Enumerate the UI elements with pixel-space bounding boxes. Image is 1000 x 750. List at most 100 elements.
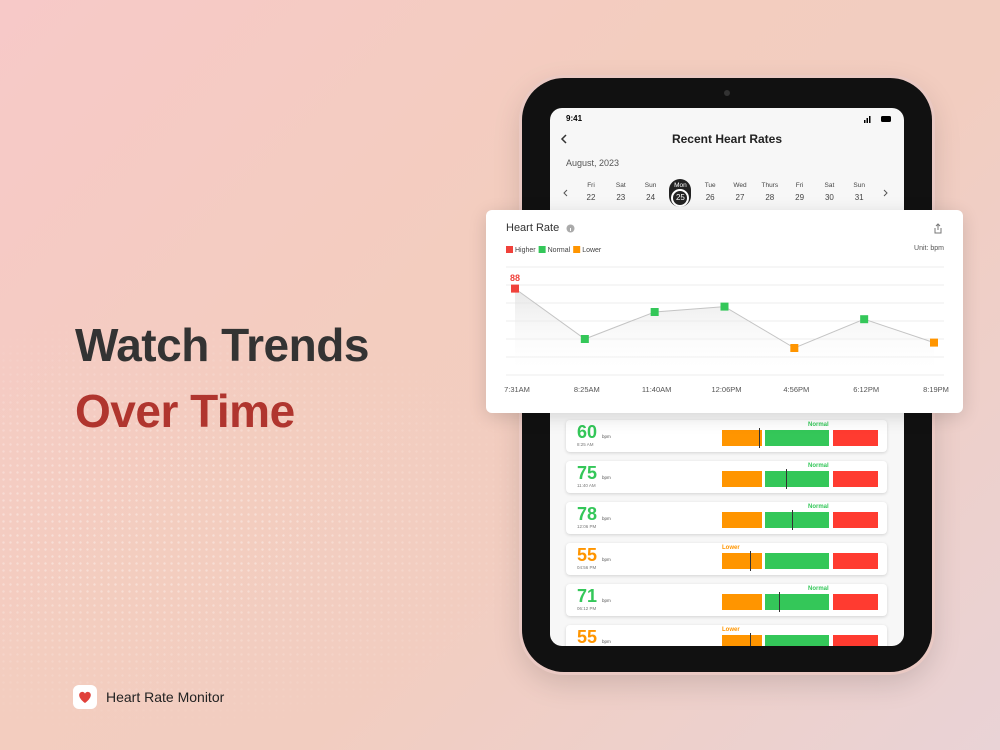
point (930, 338, 938, 347)
reading-row: 75 bpm 11:40 AM Normal (566, 461, 887, 493)
weekday: Tue (704, 182, 716, 189)
reading-value: 78 (577, 504, 598, 524)
point (580, 335, 589, 343)
reading-value: 71 (577, 586, 598, 606)
reading-status: Lower (722, 545, 740, 551)
chart-card: Heart Rate Unit: bpm Higher Normal Lower 7:… (486, 210, 963, 413)
x-tick-label: 4:56PM (783, 385, 809, 394)
reading-status: Normal (808, 586, 829, 592)
reading-status: Lower (722, 627, 740, 633)
zone-bar (833, 553, 878, 569)
reading-marker (791, 510, 793, 530)
status-time: 9:41 (566, 114, 583, 123)
headline: Over Time (75, 385, 295, 437)
x-tick-label: 6:12PM (853, 385, 879, 394)
reading-marker (758, 428, 760, 448)
legend-swatch (573, 246, 581, 253)
brand-name: Heart Rate Monitor (106, 689, 225, 705)
legend-swatch (506, 246, 513, 253)
day-date[interactable]: 28 (765, 193, 775, 202)
reading-status: Normal (808, 504, 829, 510)
legend-label: Lower (582, 247, 602, 254)
reading-marker (786, 469, 788, 489)
back-button[interactable] (558, 133, 570, 145)
zone-bar (765, 594, 829, 610)
headline: Watch Trends (75, 319, 369, 371)
reading-time: 11:40 AM (577, 483, 596, 488)
month: August, 2023 (566, 158, 620, 168)
weekday: Sat (824, 182, 835, 189)
reading-row: 71 bpm 06:12 PM Normal (566, 584, 887, 616)
zone-bar (722, 594, 762, 610)
reading-time: 12:06 PM (577, 524, 597, 529)
day-date[interactable]: 26 (705, 193, 715, 202)
zone-bar (833, 594, 878, 610)
zone-bar (722, 553, 762, 569)
day-date[interactable]: 22 (586, 193, 596, 202)
reading-row: 55 bpm 04:56 PM Lower (566, 543, 887, 575)
zone-bar (833, 430, 878, 446)
reading-row: 78 bpm 12:06 PM Normal (566, 502, 887, 534)
info-icon[interactable] (566, 224, 575, 233)
point (720, 302, 729, 311)
day-date[interactable]: 23 (616, 193, 626, 202)
unit-label: Unit: bpm (914, 245, 944, 252)
day-date[interactable]: 25 (675, 193, 685, 202)
day-date[interactable]: 27 (735, 193, 745, 202)
zone-bar (765, 635, 829, 646)
reading-status: Normal (808, 463, 829, 469)
peak-label: 88 (510, 273, 520, 283)
day-date[interactable]: 30 (824, 193, 834, 202)
reading-value: 55 (577, 627, 598, 646)
x-tick-label: 12:06PM (711, 385, 741, 394)
reading-unit: bpm (602, 639, 611, 644)
point (790, 344, 799, 352)
zone-bar (765, 430, 829, 446)
day-date[interactable]: 24 (646, 193, 656, 202)
reading-status: Normal (808, 422, 829, 428)
point (860, 315, 869, 324)
chart-title: Heart Rate (506, 222, 560, 234)
x-tick-label: 8:19PM (923, 385, 949, 394)
day-date[interactable]: 31 (854, 193, 864, 202)
selected-ring (671, 189, 690, 207)
status-icons (864, 116, 891, 123)
next-week[interactable] (880, 188, 890, 198)
chart: Higher Normal Lower 7:31AM 8:25AM 11:40AM 12:0… (504, 246, 949, 394)
weekday: Sun (853, 182, 865, 189)
reading-time: 04:56 PM (577, 565, 597, 570)
prev-week[interactable] (561, 188, 571, 198)
reading-time: 06:12 PM (577, 606, 597, 611)
legend-label: Normal (548, 247, 571, 254)
x-tick-label: 11:40AM (642, 385, 671, 394)
share-icon[interactable] (933, 223, 943, 234)
reading-unit: bpm (602, 516, 611, 521)
weekday: Wed (733, 182, 747, 189)
area (515, 288, 934, 375)
weekday: Sun (644, 182, 657, 189)
zone-bar (765, 553, 829, 569)
reading-marker (778, 592, 780, 612)
zone-bar (722, 635, 762, 646)
zone-bar (833, 471, 878, 487)
legend-label: Higher (515, 247, 536, 254)
reading-unit: bpm (602, 434, 611, 439)
reading-marker (749, 633, 751, 646)
reading-row: 55 bpm Lower (566, 625, 887, 646)
zone-bar (722, 430, 762, 446)
zone-bar (722, 471, 762, 487)
reading-value: 75 (577, 463, 598, 483)
reading-row: 60 bpm 8:25 AM Normal (566, 420, 887, 452)
reading-unit: bpm (602, 475, 611, 480)
weekday: Sat (615, 182, 626, 189)
reading-unit: bpm (602, 598, 611, 603)
day-date[interactable]: 29 (795, 193, 805, 202)
x-tick-label: 8:25AM (574, 385, 600, 394)
reading-unit: bpm (602, 557, 611, 562)
app-icon (73, 685, 97, 709)
screen-title: Recent Heart Rates (671, 132, 783, 146)
point (511, 284, 519, 293)
weekday: Fri (587, 182, 595, 189)
weekday: Mon (674, 182, 687, 189)
